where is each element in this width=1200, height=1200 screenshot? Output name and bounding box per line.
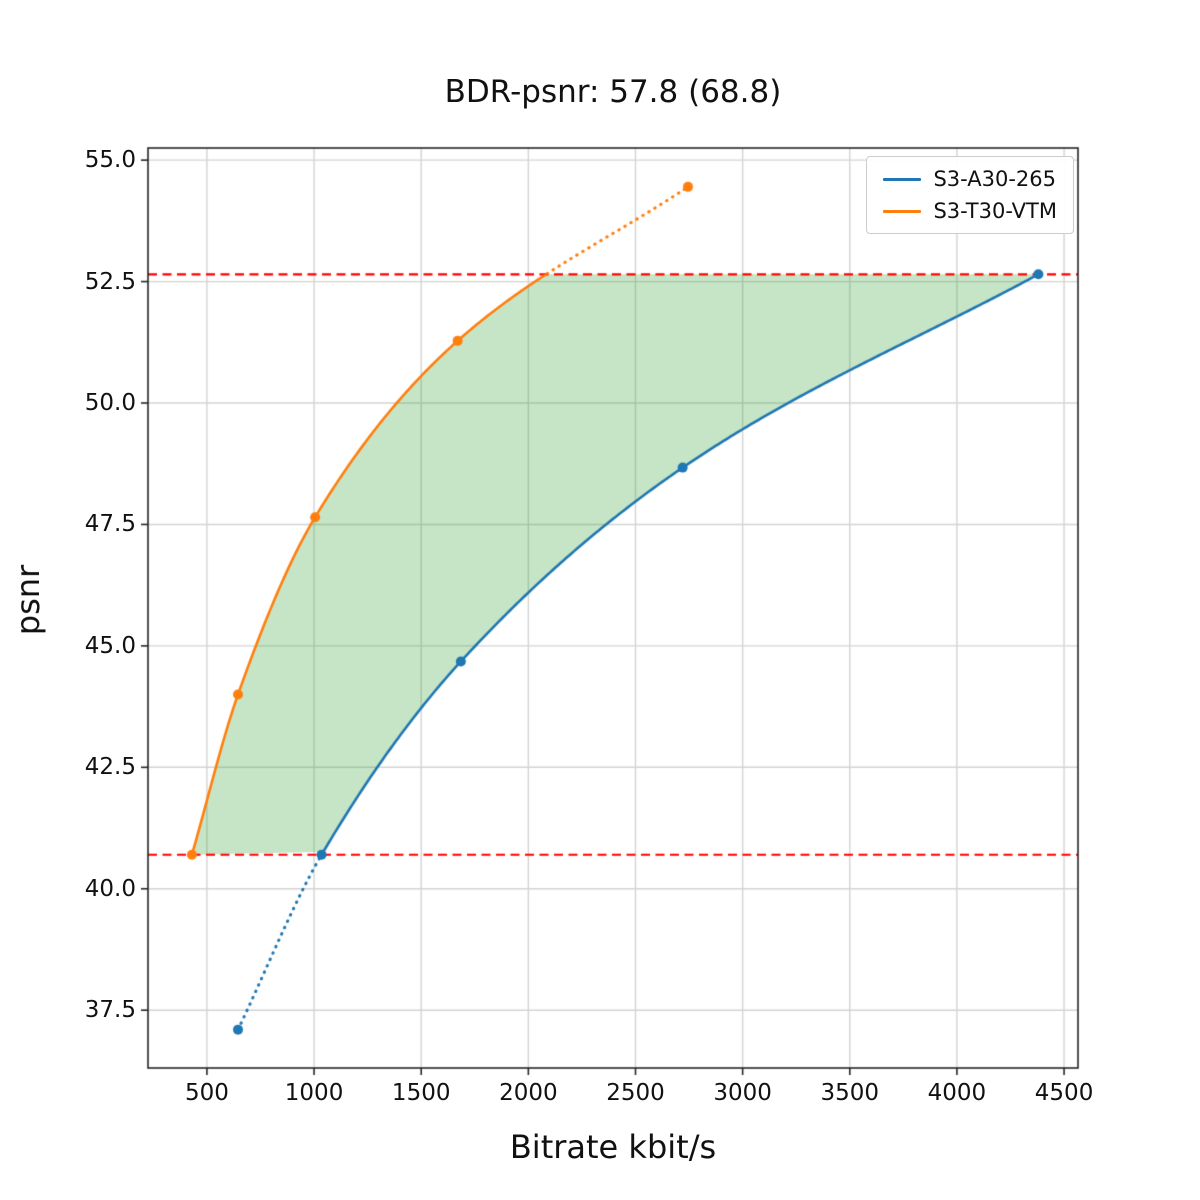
y-tick-label: 55.0 — [84, 147, 136, 174]
legend-line-sample — [883, 209, 922, 213]
legend-line-sample — [883, 177, 922, 181]
x-tick-label: 3000 — [713, 1080, 772, 1106]
y-axis-label: psnr — [9, 564, 47, 636]
x-tick-label: 4500 — [1034, 1080, 1094, 1106]
x-tick-label: 2000 — [499, 1080, 558, 1106]
x-tick-label: 500 — [184, 1080, 229, 1106]
legend-entry: S3-A30-265 — [883, 167, 1057, 191]
y-tick-label: 45.0 — [84, 632, 136, 659]
chart-title: BDR-psnr: 57.8 (68.8) — [444, 74, 782, 110]
y-tick-label: 47.5 — [84, 511, 136, 538]
y-tick-label: 40.0 — [84, 875, 136, 902]
x-tick-label: 4000 — [927, 1080, 987, 1106]
legend: S3-A30-265 S3-T30-VTM — [866, 156, 1074, 234]
legend-label: S3-A30-265 — [933, 167, 1056, 191]
legend-label: S3-T30-VTM — [933, 199, 1057, 223]
x-tick-label: 3500 — [820, 1080, 880, 1106]
y-tick-label: 52.5 — [84, 268, 136, 295]
x-tick-label: 2500 — [606, 1080, 665, 1106]
x-tick-label: 1500 — [391, 1080, 451, 1106]
y-tick-label: 50.0 — [84, 390, 136, 417]
y-tick-label: 37.5 — [84, 997, 136, 1024]
x-tick-label: 1000 — [284, 1080, 344, 1106]
x-axis-label: Bitrate kbit/s — [509, 1128, 717, 1166]
legend-entry: S3-T30-VTM — [883, 199, 1057, 223]
y-tick-label: 42.5 — [84, 754, 136, 781]
